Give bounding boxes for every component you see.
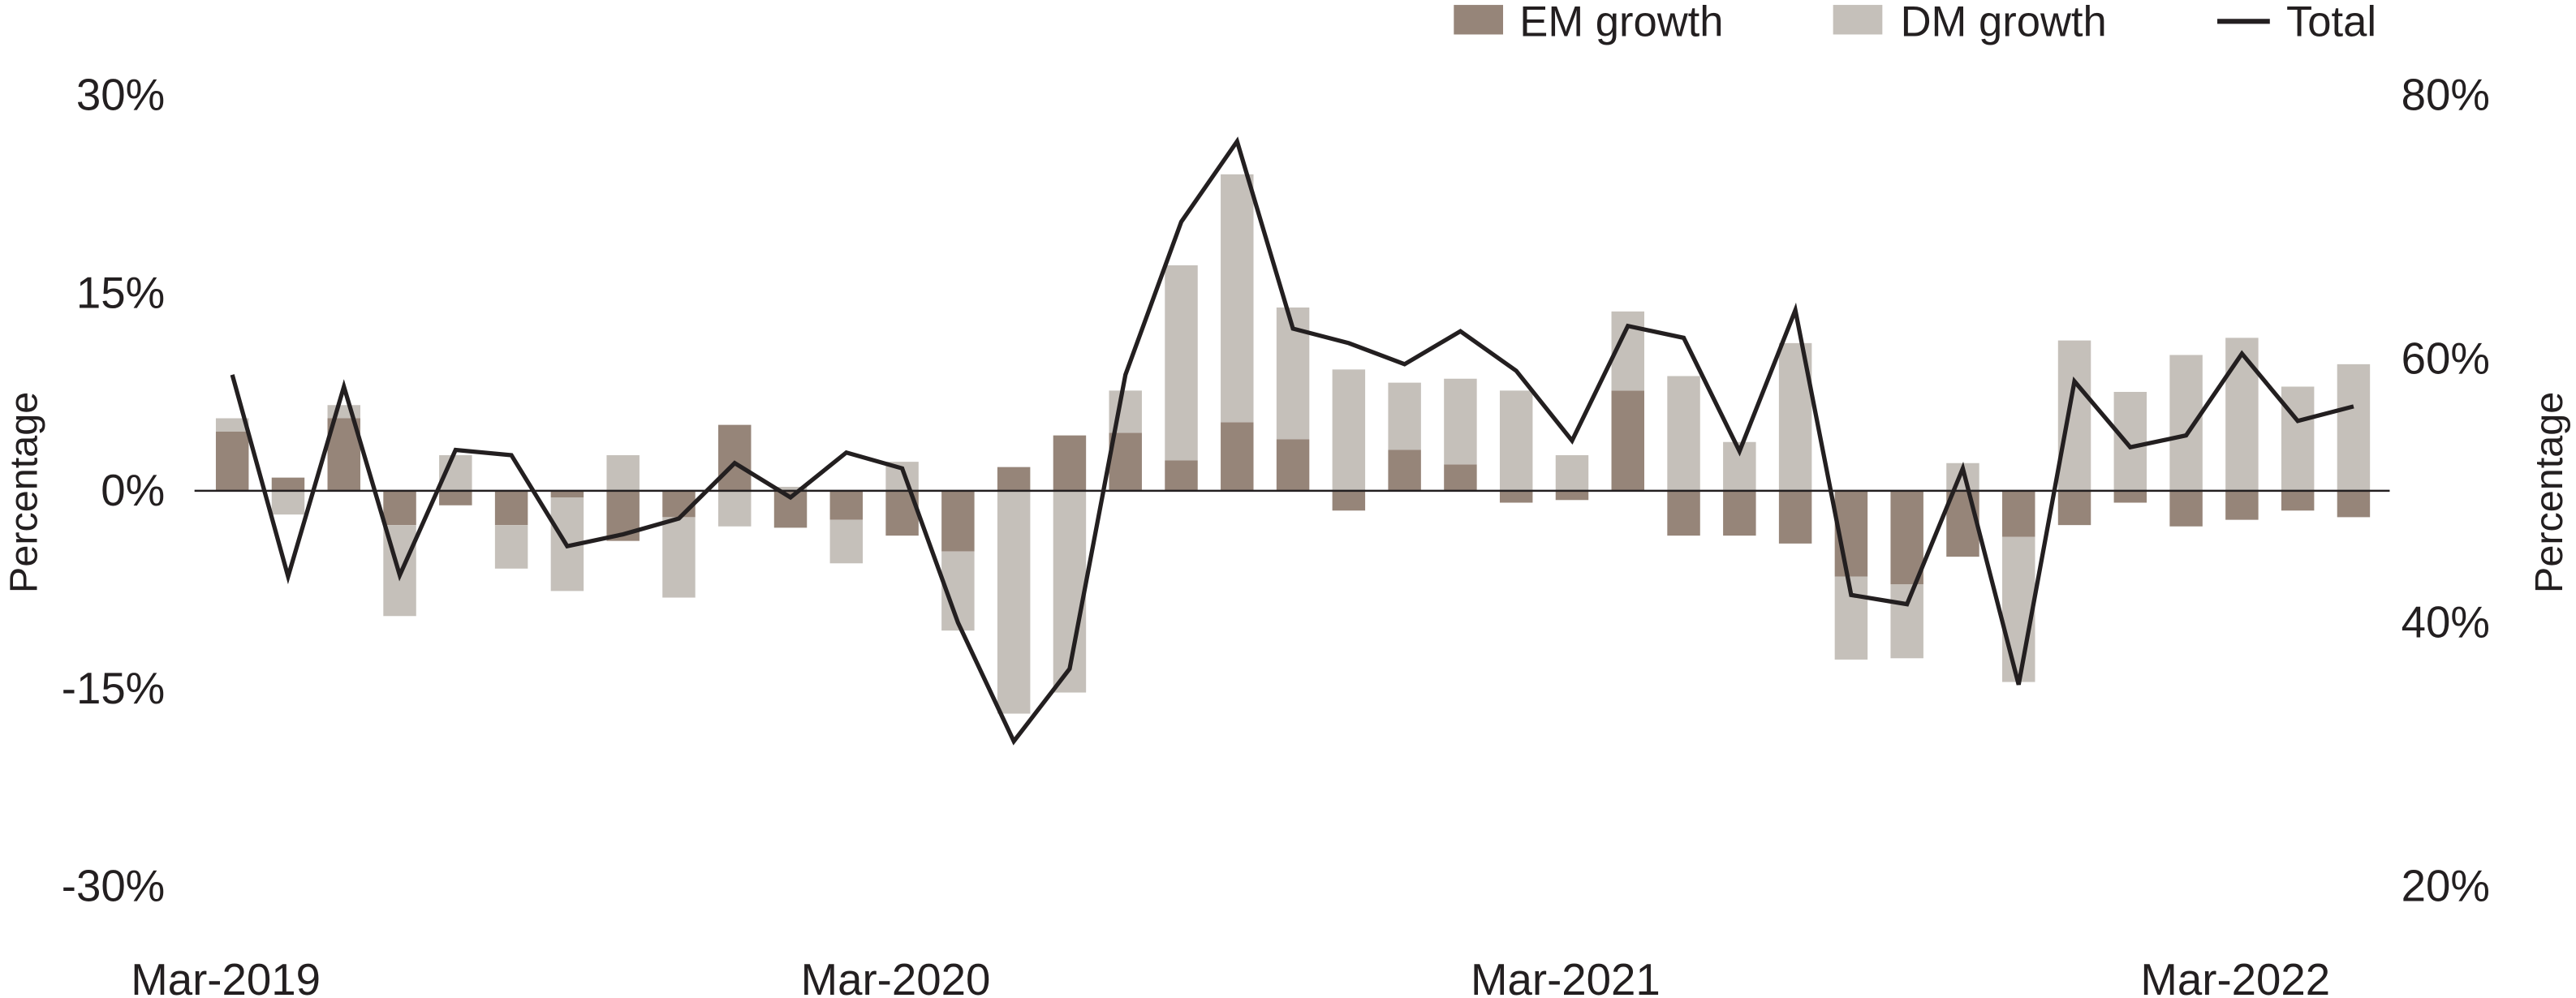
bar-em-growth <box>550 490 584 498</box>
bar-em-growth <box>1946 490 1979 557</box>
bar-dm-growth <box>997 490 1031 714</box>
bar-em-growth <box>2281 490 2315 511</box>
total-line-layer <box>230 136 2354 746</box>
bars-layer <box>215 174 2371 714</box>
right-axis-title: Percentage <box>2527 392 2571 593</box>
bar-dm-growth <box>2002 536 2035 682</box>
bar-dm-growth <box>773 487 808 491</box>
bar-em-growth <box>1221 422 1254 491</box>
bar-dm-growth <box>2169 355 2203 491</box>
bar-em-growth <box>2113 490 2147 503</box>
bar-dm-growth <box>1221 174 1254 423</box>
bar-em-growth <box>271 477 305 491</box>
legend-swatch-em <box>1454 5 1504 35</box>
bar-em-growth <box>1778 490 1812 544</box>
bar-em-growth <box>1332 490 1366 511</box>
bar-em-growth <box>1611 390 1644 491</box>
bar-dm-growth <box>215 418 249 432</box>
legend-label-dm: DM growth <box>1901 0 2107 46</box>
left-axis-title: Percentage <box>2 392 45 593</box>
right-tick-label: 80% <box>2402 71 2490 120</box>
bar-dm-growth <box>2337 363 2371 491</box>
bar-em-growth <box>997 467 1031 491</box>
right-tick-label: 40% <box>2402 598 2490 647</box>
left-tick-label: -30% <box>62 862 165 911</box>
bar-em-growth <box>1165 460 1198 491</box>
left-tick-label: 30% <box>76 71 165 120</box>
bar-dm-growth <box>829 519 864 564</box>
bar-dm-growth <box>2113 391 2147 491</box>
legend-swatch-dm <box>1833 5 1883 35</box>
bar-dm-growth <box>718 490 752 527</box>
legend: EM growth DM growth Total <box>1454 0 2376 46</box>
x-tick-label: Mar-2019 <box>131 955 321 998</box>
bar-dm-growth <box>1388 382 1421 450</box>
bar-em-growth <box>2337 490 2371 518</box>
bar-dm-growth <box>1499 390 1533 491</box>
bar-dm-growth <box>494 525 528 569</box>
right-tick-label: 60% <box>2402 334 2490 384</box>
bar-em-growth <box>383 490 416 526</box>
x-tick-label: Mar-2022 <box>2140 955 2330 998</box>
bar-em-growth <box>1723 490 1756 536</box>
bar-dm-growth <box>662 517 696 598</box>
bar-em-growth <box>1555 490 1589 501</box>
bar-dm-growth <box>271 490 305 515</box>
bar-dm-growth <box>2057 340 2091 491</box>
total-line <box>230 136 2354 746</box>
bar-dm-growth <box>1332 369 1366 491</box>
left-tick-label: 15% <box>76 268 165 317</box>
bar-dm-growth <box>327 405 360 419</box>
axes-layer: 30% 15% 0% -15% -30% 80% 60% 40% 20% Mar-2019 Mar-… <box>62 71 2490 998</box>
bar-em-growth <box>2169 490 2203 527</box>
bar-em-growth <box>1276 439 1310 491</box>
bar-em-growth <box>439 490 472 505</box>
left-tick-label: -15% <box>62 664 165 713</box>
bar-em-growth <box>2002 490 2035 537</box>
bar-em-growth <box>1890 490 1923 585</box>
bar-em-growth <box>1444 464 1477 491</box>
bar-dm-growth <box>2225 338 2259 491</box>
bar-em-growth <box>2057 490 2091 526</box>
bar-dm-growth <box>1444 378 1477 465</box>
legend-label-total: Total <box>2286 0 2376 46</box>
bar-dm-growth <box>2281 386 2315 491</box>
x-tick-label: Mar-2021 <box>1471 955 1661 998</box>
bar-em-growth <box>829 490 864 520</box>
bar-dm-growth <box>1555 455 1589 491</box>
right-tick-label: 20% <box>2402 862 2490 911</box>
bar-em-growth <box>941 490 975 552</box>
bar-em-growth <box>1499 490 1533 503</box>
bar-em-growth <box>1388 450 1421 491</box>
left-tick-label: 0% <box>101 466 165 515</box>
bar-em-growth <box>1667 490 1700 536</box>
bar-em-growth <box>1053 435 1087 491</box>
bar-dm-growth <box>1667 376 1700 491</box>
bar-em-growth <box>215 431 249 491</box>
bar-dm-growth <box>1165 265 1198 461</box>
bar-em-growth <box>718 424 752 491</box>
bar-dm-growth <box>1890 584 1923 659</box>
bar-em-growth <box>494 490 528 526</box>
bar-em-growth <box>662 490 696 518</box>
legend-label-em: EM growth <box>1519 0 1723 46</box>
bar-dm-growth <box>606 455 640 491</box>
bar-em-growth <box>2225 490 2259 520</box>
x-tick-label: Mar-2020 <box>801 955 991 998</box>
